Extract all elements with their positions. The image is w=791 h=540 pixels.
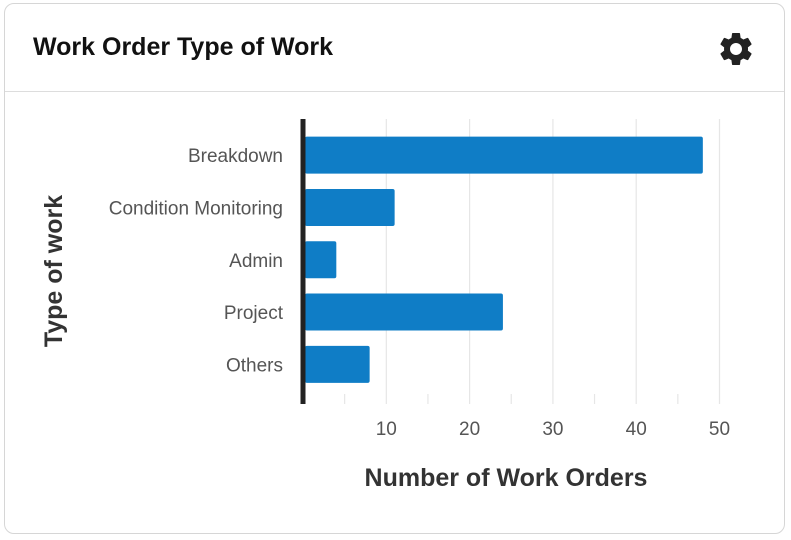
x-tick-label: 40 bbox=[626, 419, 647, 440]
bar[interactable] bbox=[305, 136, 703, 174]
work-order-type-card: Work Order Type of Work Breakdown Conditi… bbox=[4, 3, 785, 534]
category-label: Others bbox=[226, 355, 283, 376]
card-title: Work Order Type of Work bbox=[33, 33, 334, 61]
bar[interactable] bbox=[305, 241, 337, 279]
y-axis-title: Type of work bbox=[40, 195, 68, 347]
settings-button[interactable] bbox=[716, 29, 756, 69]
category-label: Project bbox=[224, 303, 284, 324]
category-label: Condition Monitoring bbox=[109, 198, 283, 219]
category-label: Admin bbox=[229, 251, 283, 272]
x-tick-label: 20 bbox=[459, 419, 480, 440]
bar[interactable] bbox=[305, 345, 370, 383]
bar[interactable] bbox=[305, 188, 395, 226]
gear-icon bbox=[716, 29, 756, 69]
bar-chart: Breakdown Condition Monitoring Admin Projec… bbox=[5, 4, 784, 533]
bar[interactable] bbox=[305, 293, 503, 331]
x-axis-title: Number of Work Orders bbox=[365, 464, 648, 492]
category-label: Breakdown bbox=[188, 146, 283, 167]
x-tick-label: 30 bbox=[542, 419, 563, 440]
x-tick-label: 10 bbox=[376, 419, 397, 440]
chart-svg: Breakdown Condition Monitoring Admin Projec… bbox=[40, 119, 730, 492]
x-tick-label: 50 bbox=[709, 419, 730, 440]
card-header: Work Order Type of Work bbox=[5, 4, 784, 92]
